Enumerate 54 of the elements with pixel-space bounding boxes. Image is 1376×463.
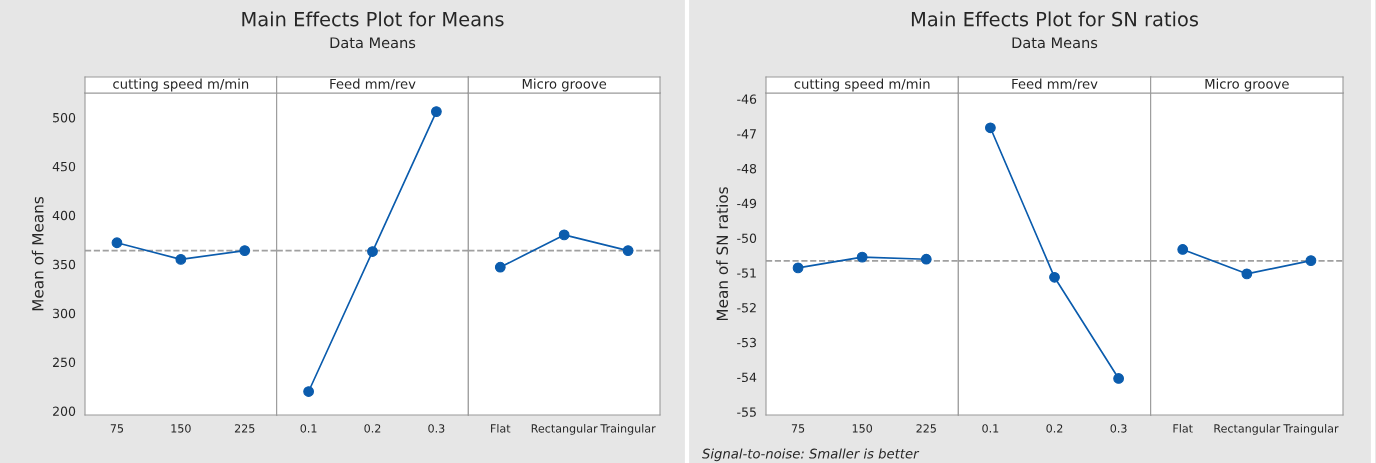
chart-title: Micro groove (1205, 78, 1289, 92)
x-tick-label: Flat (1173, 424, 1193, 433)
point (920, 253, 932, 265)
text: Signal-to-noise: Smaller is better (702, 448, 920, 462)
point (856, 251, 868, 263)
x-tick-label: Rectangular (1214, 424, 1281, 435)
x-tick-label: 0.3 (1110, 424, 1127, 433)
y-tick-label: 450 (52, 161, 76, 172)
y-tick-label: -54 (737, 372, 757, 383)
chart-title: cutting speed m/min (794, 78, 930, 92)
x-tick-label: Traingular (1283, 424, 1339, 435)
y-tick-label: -55 (737, 407, 756, 417)
x-tick-label: 75 (110, 424, 124, 433)
y-tick-label: 400 (52, 210, 76, 221)
x-tick-label: 0.1 (300, 424, 317, 433)
x-tick-label: 150 (852, 424, 873, 433)
text: Main Effects Plot for Means (242, 11, 504, 27)
chart-title: cutting speed m/min (113, 78, 249, 92)
x-tick-label: Rectangular (531, 424, 598, 435)
chart-title: Feed mm/rev (330, 78, 416, 90)
y-tick-label: 300 (53, 308, 76, 319)
x-tick-label: 225 (916, 424, 936, 433)
y-tick-label: -50 (737, 233, 757, 243)
y-tick-label: 200 (53, 406, 76, 417)
point (111, 237, 123, 249)
y-tick-label: -49 (737, 198, 757, 209)
x-tick-label: 225 (234, 424, 255, 433)
x-tick-label: Traingular (600, 424, 656, 435)
y-tick-label: -48 (737, 163, 757, 174)
point (239, 245, 251, 256)
y-tick-label: 500 (53, 112, 76, 123)
point (175, 254, 187, 265)
chart-title: Feed mm/rev (1012, 78, 1098, 90)
x-tick-label: 0.1 (982, 424, 999, 433)
y-axis-title: Mean of Means (31, 196, 44, 311)
y-tick-label: -47 (737, 129, 756, 139)
text: Data Means (1012, 37, 1098, 49)
y-axis-title: Mean of SN ratios (716, 187, 729, 321)
y-tick-label: 350 (53, 259, 76, 270)
chart-title: Micro groove (522, 78, 607, 92)
x-tick-label: 0.2 (364, 424, 381, 433)
y-tick-label: -52 (737, 303, 756, 313)
x-tick-label: 75 (791, 424, 805, 433)
x-tick-label: 0.3 (428, 424, 445, 433)
y-tick-label: -53 (737, 337, 756, 348)
x-tick-label: 150 (171, 424, 191, 433)
x-tick-label: 0.2 (1046, 424, 1063, 433)
y-tick-label: -51 (737, 268, 756, 278)
y-tick-label: 250 (53, 357, 76, 368)
x-tick-label: Flat (491, 424, 511, 433)
point (792, 262, 804, 274)
y-tick-label: -46 (737, 94, 757, 104)
text: Main Effects Plot for SN ratios (911, 11, 1199, 27)
text: Data Means (330, 37, 416, 49)
